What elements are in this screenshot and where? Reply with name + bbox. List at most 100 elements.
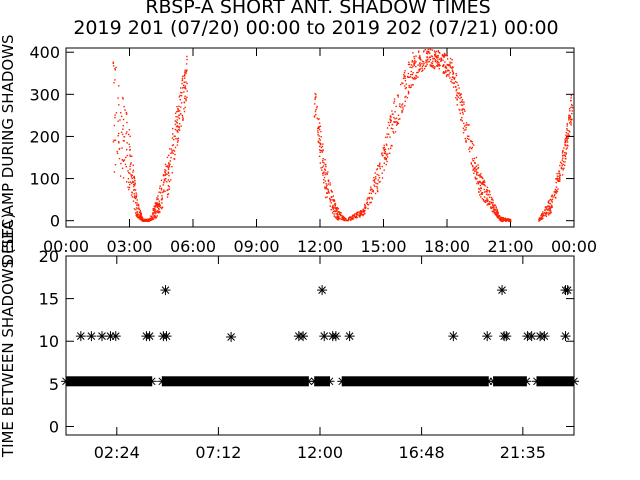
- top-data-point: [123, 105, 125, 108]
- top-x-tick-label: 00:00: [551, 237, 597, 256]
- top-data-point: [488, 196, 491, 198]
- baseline-band: [536, 376, 574, 387]
- top-data-point: [127, 186, 129, 188]
- top-data-point: [170, 156, 172, 159]
- top-data-point: [369, 202, 371, 204]
- top-data-point: [326, 192, 328, 194]
- top-data-point: [545, 208, 547, 210]
- top-data-point: [177, 116, 179, 118]
- top-data-point: [319, 125, 322, 127]
- asterisk-marker: [309, 376, 320, 387]
- top-data-point: [169, 148, 171, 150]
- top-data-point: [125, 111, 128, 114]
- top-data-point: [182, 87, 184, 89]
- top-data-point: [354, 216, 357, 218]
- top-data-point: [164, 169, 166, 171]
- top-data-point: [375, 176, 377, 178]
- top-data-point: [322, 174, 324, 176]
- top-data-point: [122, 125, 125, 127]
- top-data-point: [131, 174, 133, 177]
- top-data-point: [112, 61, 114, 63]
- top-data-point: [465, 141, 467, 143]
- top-data-point: [558, 175, 560, 178]
- top-data-point: [353, 215, 355, 217]
- top-data-point: [338, 212, 341, 215]
- top-data-point: [557, 178, 559, 180]
- top-data-point: [433, 57, 435, 60]
- top-data-point: [323, 176, 326, 179]
- top-data-point: [367, 203, 369, 206]
- top-data-point: [370, 186, 372, 188]
- top-data-point: [508, 218, 510, 220]
- asterisk-marker: [161, 331, 172, 342]
- top-data-point: [492, 199, 494, 201]
- top-data-point: [384, 156, 386, 159]
- top-data-point: [356, 216, 358, 219]
- top-data-point: [161, 198, 164, 200]
- top-data-point: [486, 197, 488, 199]
- top-data-point: [397, 114, 400, 116]
- top-data-point: [419, 62, 421, 64]
- top-data-point: [386, 154, 388, 156]
- asterisk-marker: [560, 331, 571, 342]
- top-data-point: [390, 120, 392, 122]
- top-data-point: [545, 213, 548, 215]
- top-data-point: [419, 65, 421, 67]
- top-data-point: [119, 175, 122, 177]
- top-data-point: [566, 123, 569, 125]
- top-data-point: [324, 173, 326, 176]
- top-data-point: [176, 130, 178, 133]
- top-data-point: [141, 217, 144, 219]
- top-data-point: [455, 89, 457, 92]
- top-data-point: [180, 95, 183, 97]
- top-data-point: [463, 125, 466, 127]
- asterisk-marker: [562, 285, 573, 296]
- top-data-point: [497, 216, 499, 218]
- top-data-point: [154, 202, 157, 204]
- top-data-point: [373, 179, 376, 181]
- top-data-point: [432, 66, 434, 69]
- top-data-point: [468, 135, 470, 137]
- top-data-point: [318, 149, 321, 151]
- top-data-point: [113, 171, 116, 173]
- top-data-point: [445, 54, 447, 57]
- top-data-point: [477, 171, 479, 174]
- top-data-point: [126, 142, 128, 144]
- top-data-point: [461, 109, 463, 111]
- top-data-point: [434, 54, 436, 56]
- top-x-tick-label: 21:00: [487, 237, 533, 256]
- top-data-point: [314, 110, 317, 113]
- top-data-point: [405, 83, 407, 85]
- top-data-point: [337, 215, 340, 218]
- top-data-point: [133, 183, 135, 186]
- top-data-point: [451, 59, 453, 61]
- top-data-point: [438, 63, 440, 65]
- top-data-point: [555, 181, 557, 184]
- top-data-point: [184, 85, 187, 87]
- top-data-point: [566, 129, 568, 131]
- top-data-point: [183, 108, 185, 110]
- top-data-point: [178, 105, 180, 107]
- top-data-point: [376, 169, 378, 171]
- top-data-point: [186, 58, 188, 61]
- top-data-point: [332, 195, 335, 197]
- asterisk-marker: [497, 285, 508, 296]
- bottom-x-tick-label: 07:12: [195, 443, 241, 462]
- top-data-point: [321, 150, 323, 152]
- top-data-point: [414, 62, 416, 64]
- top-data-point: [167, 171, 169, 173]
- top-data-point: [437, 50, 439, 52]
- top-data-point: [540, 218, 543, 220]
- top-data-point: [392, 130, 394, 133]
- top-data-point: [551, 204, 553, 206]
- top-data-point: [112, 141, 115, 143]
- top-data-point: [129, 165, 131, 167]
- top-data-point: [484, 191, 486, 193]
- top-data-point: [367, 207, 369, 210]
- top-data-point: [382, 147, 384, 149]
- top-data-point: [452, 73, 454, 75]
- top-data-point: [506, 219, 508, 221]
- top-data-point: [326, 192, 329, 194]
- top-data-point: [136, 202, 138, 204]
- top-data-point: [459, 94, 461, 96]
